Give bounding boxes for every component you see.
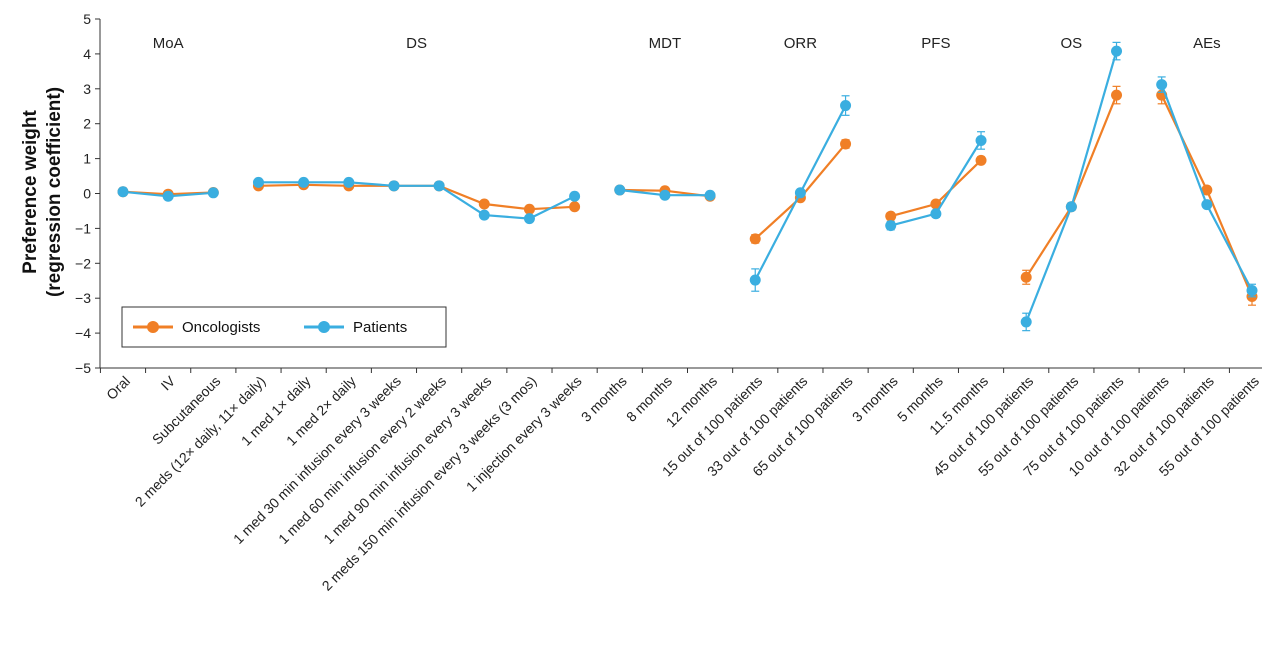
oncologists-point (1111, 89, 1123, 101)
patients-point (659, 189, 671, 201)
patients-point (1156, 79, 1168, 91)
patients-point (162, 190, 174, 202)
oncologists-point (749, 233, 761, 245)
patients-point (1111, 45, 1123, 57)
patients-point (1201, 199, 1213, 211)
group-label: ORR (784, 35, 818, 52)
legend-patients-marker (318, 321, 330, 333)
patients-line (258, 181, 576, 220)
patients-point (478, 209, 490, 221)
series-patients (117, 41, 1258, 332)
oncologists-point (930, 198, 942, 210)
y-tick-label: −4 (75, 325, 91, 341)
x-tick-label: 1 med 30 min infusion every 3 weeks (230, 373, 404, 547)
x-tick-label: 1 med 90 min infusion every 3 weeks (320, 373, 494, 547)
y-tick-label: 1 (83, 151, 91, 167)
group-label: MoA (153, 35, 184, 52)
patients-point (523, 213, 535, 225)
oncologists-line (1025, 94, 1118, 278)
patients-point (885, 220, 897, 232)
legend-oncologists-marker (147, 321, 159, 333)
oncologists-point (1020, 271, 1032, 283)
legend-patients-label: Patients (353, 319, 407, 336)
patients-point (1246, 285, 1258, 297)
legend-box (121, 306, 447, 348)
y-tick-label: −1 (75, 220, 91, 236)
group-label: OS (1061, 35, 1083, 52)
patients-point (569, 190, 581, 202)
patients-point (433, 180, 445, 192)
y-tick-label: −3 (75, 290, 91, 306)
patients-point (704, 189, 716, 201)
patients-point (388, 180, 400, 192)
oncologists-point (523, 203, 535, 215)
patients-point (343, 176, 355, 188)
group-label: MDT (649, 35, 682, 52)
patients-point (930, 208, 942, 220)
x-tick-label: IV (158, 372, 179, 393)
oncologists-point (1201, 184, 1213, 196)
patients-point (117, 186, 129, 198)
y-axis-label-line-1: Preference weight (20, 109, 41, 273)
patients-point (298, 176, 310, 188)
y-ticks: 5 4 3 2 1 0 −1 −2 −3 −4 −5 (75, 11, 100, 376)
patients-point (252, 176, 264, 188)
patients-point (1020, 316, 1032, 328)
group-label: AEs (1193, 35, 1221, 52)
oncologists-point (885, 210, 897, 222)
patients-point (794, 187, 806, 199)
x-tick-label: 3 months (849, 373, 901, 425)
oncologists-point (478, 198, 490, 210)
x-tick-label: 3 months (578, 373, 630, 425)
y-tick-label: 5 (83, 11, 91, 27)
series-layer (117, 41, 1258, 332)
y-tick-label: 4 (83, 46, 91, 62)
y-tick-label: 0 (83, 186, 91, 202)
x-tick-label: 1 med 60 min infusion every 2 weeks (275, 373, 449, 547)
y-tick-label: −5 (75, 360, 91, 376)
legend: Oncologists Patients (121, 306, 447, 348)
x-tick-label: 2 meds 150 min infusion every 3 weeks (3… (319, 373, 540, 594)
y-axis-label: Preference weight (regression coefficien… (20, 87, 65, 297)
patients-point (749, 274, 761, 286)
oncologists-point (569, 201, 581, 213)
x-tick-label: Oral (103, 373, 133, 403)
y-tick-label: 2 (83, 116, 91, 132)
patients-point (840, 100, 852, 112)
group-labels: MoA DS MDT ORR PFS OS AEs (153, 35, 1221, 52)
y-tick-label: 3 (83, 81, 91, 97)
group-label: DS (406, 35, 427, 52)
patients-line (1025, 50, 1118, 323)
oncologists-point (975, 154, 987, 166)
y-tick-label: −2 (75, 255, 91, 271)
legend-oncologists-label: Oncologists (182, 319, 260, 336)
y-axis-label-line-2: (regression coefficient) (44, 87, 65, 297)
patients-point (614, 184, 626, 196)
patients-point (1065, 201, 1077, 213)
patients-point (975, 134, 987, 146)
oncologists-point (840, 138, 852, 150)
group-label: PFS (921, 35, 950, 52)
patients-point (207, 187, 219, 199)
